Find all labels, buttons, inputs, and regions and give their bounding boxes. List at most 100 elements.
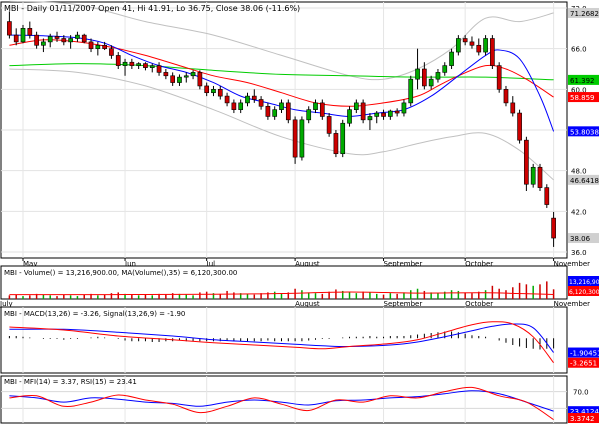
candle-body [95, 44, 101, 49]
candle-body [13, 34, 19, 43]
candle-body [496, 65, 502, 90]
candle-body [503, 89, 509, 104]
volume-x-labels: July August September October November [0, 300, 590, 308]
price-badge [568, 174, 599, 185]
candles [7, 11, 556, 247]
macd-badge [568, 347, 599, 358]
volume-x-label: November [554, 300, 591, 308]
candle-body [490, 38, 495, 66]
volume-badges: 13,216,900 6,120,300 [568, 276, 600, 296]
candle-body [20, 28, 26, 43]
candle-body [129, 61, 135, 66]
candle-body [190, 72, 196, 77]
price-x-label: October [465, 260, 493, 268]
bollinger-upper-line [9, 0, 554, 81]
candle-body [387, 110, 393, 117]
candle-body [7, 21, 12, 36]
candle-body [265, 105, 271, 117]
price-badge-label: 61.392 [570, 77, 595, 85]
candle-body [360, 102, 366, 121]
macd-lines [9, 321, 554, 364]
macd-line [9, 321, 554, 364]
price-x-label: Jul [206, 260, 216, 268]
candle-body [156, 65, 162, 73]
candle-body [238, 102, 244, 110]
macd-panel: MBI - MACD(13,26) = -3.26, Signal(13,26,… [0, 306, 600, 374]
candle-body [449, 51, 454, 66]
candle-body [435, 72, 441, 80]
candle-body [54, 36, 60, 39]
candle-body [47, 36, 53, 43]
price-y-tick-label: 66.0 [571, 46, 587, 54]
candle-body [367, 116, 373, 121]
price-badge [568, 7, 599, 18]
candle-body [143, 63, 148, 68]
mfi-grid [1, 376, 567, 423]
candle-body [272, 109, 278, 117]
volume-x-label: July [0, 300, 13, 308]
candle-body [544, 187, 550, 205]
volume-ma-line [9, 291, 554, 296]
mfi-rsi-panel: MBI - MFI(14) = 3.37, RSI(15) = 23.41 70… [0, 375, 599, 424]
macd-title: MBI - MACD(13,26) = -3.26, Signal(13,26,… [4, 310, 185, 318]
candle-body [551, 217, 556, 239]
candle-body [524, 139, 529, 185]
mfi-title: MBI - MFI(14) = 3.37, RSI(15) = 23.41 [4, 378, 137, 386]
mfi-frame [0, 375, 568, 424]
price-y-tick-label: 36.0 [571, 249, 587, 257]
candle-body [374, 112, 380, 117]
macd-badge-label: -1.90451 [570, 350, 600, 358]
candle-body [183, 75, 189, 78]
price-badge [568, 92, 599, 103]
candle-body [285, 102, 291, 121]
candle-body [279, 102, 284, 110]
candle-body [81, 34, 87, 43]
candle-body [537, 166, 543, 188]
price-x-label: August [295, 260, 320, 268]
candle-body [163, 72, 169, 77]
candle-body [469, 41, 475, 46]
candle-body [319, 102, 325, 117]
mfi-rsi-lines [9, 386, 554, 421]
candle-body [456, 38, 461, 53]
candle-body [136, 63, 141, 66]
price-grid [1, 2, 567, 258]
candle-body [415, 68, 420, 80]
candle-body [408, 78, 414, 104]
volume-title: MBI - Volume() = 13,216,900.00, MA(Volum… [4, 269, 237, 277]
price-y-tick-label: 48.0 [571, 168, 587, 176]
candle-body [68, 38, 73, 43]
candle-body [27, 28, 33, 36]
volume-badge-label: 13,216,900 [569, 279, 600, 286]
candle-body [170, 75, 176, 83]
price-x-label: September [384, 260, 423, 268]
price-panel: MBI - Daily 01/11/2007 Open 41, Hi 41.91… [0, 0, 599, 268]
candle-body [347, 109, 352, 124]
candle-body [394, 110, 400, 114]
candle-body [224, 95, 230, 104]
candle-body [122, 61, 128, 66]
candle-body [483, 38, 488, 53]
candle-body [211, 89, 216, 94]
candle-body [428, 78, 434, 87]
volume-ma [9, 291, 554, 296]
ma-green-line [9, 63, 554, 81]
candle-body [231, 102, 237, 110]
candle-body [422, 68, 427, 87]
candle-body [251, 95, 257, 100]
price-badge [568, 74, 599, 85]
price-badge-label: 38.06 [570, 235, 591, 243]
volume-x-label: September [384, 300, 423, 308]
volume-panel: MBI - Volume() = 13,216,900.00, MA(Volum… [0, 265, 600, 308]
volume-badge [568, 276, 599, 286]
candle-body [326, 116, 332, 134]
candle-body [41, 41, 46, 46]
macd-badges: -1.90451 -3.2651 [568, 347, 600, 368]
rsi-line [9, 390, 554, 412]
candle-body [217, 89, 223, 97]
candle-body [442, 65, 448, 73]
price-badges: 71.2682 61.392 58.859 53.8038 46.6418 38.06 [568, 7, 599, 244]
price-badge [568, 233, 599, 244]
candle-body [333, 133, 339, 155]
